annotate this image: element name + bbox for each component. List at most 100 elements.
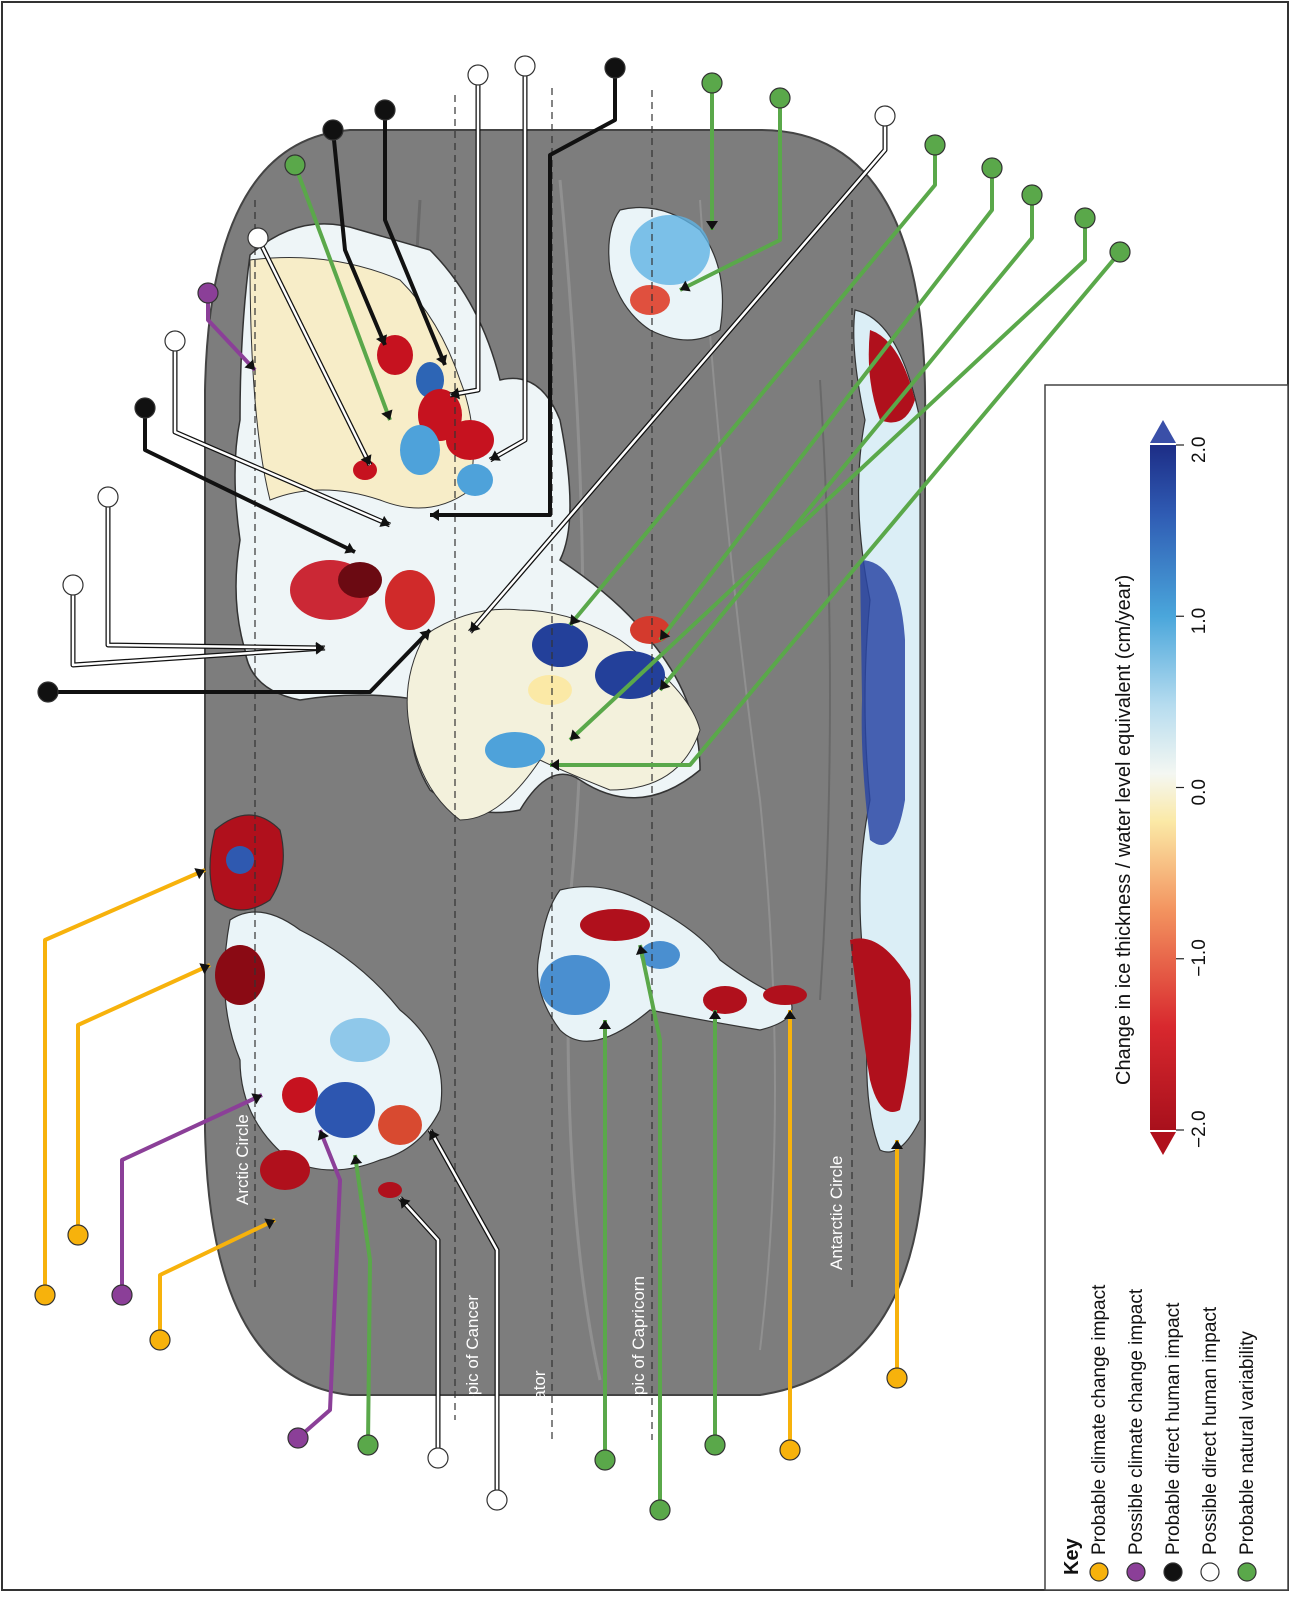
callout-arrowhead (450, 387, 460, 400)
callout-marker (197, 282, 219, 304)
callout-arrowhead (429, 1130, 440, 1141)
west-antarctica-loss (850, 938, 912, 1112)
callout-marker (1021, 184, 1043, 206)
callout-marker (287, 1427, 309, 1449)
callout-marker (486, 1489, 508, 1511)
callout-marker (37, 681, 59, 703)
callout-arrowhead (570, 614, 581, 625)
colorbar-tick-label: 1.0 (1189, 608, 1210, 634)
callout-line (568, 145, 937, 627)
callout-line (158, 1218, 276, 1340)
callout-line (568, 218, 1087, 742)
callout-arrowhead (470, 621, 481, 632)
callout-arrowhead (194, 868, 205, 880)
callout-marker (874, 105, 896, 127)
callout-arrowhead (251, 1093, 262, 1105)
callout-arrowhead (317, 1130, 329, 1141)
callout-line (120, 1093, 263, 1295)
callout-arrowhead (891, 1140, 903, 1149)
callout-marker (924, 134, 946, 156)
callout-arrowhead (419, 630, 430, 641)
callout-line (679, 98, 782, 292)
callout-arrowhead (244, 359, 255, 370)
callout-markers (34, 55, 1131, 1521)
callout-marker (1109, 241, 1131, 263)
key-label: Possible direct human impact (1200, 1306, 1221, 1555)
key-label: Probable natural variability (1237, 1331, 1258, 1555)
callout-line (296, 1129, 342, 1440)
arctic-circle-label: Arctic Circle (233, 1114, 252, 1205)
callout-marker (1074, 207, 1096, 229)
callout-line (293, 164, 392, 421)
callout-marker (779, 1439, 801, 1461)
callout-arrowhead (599, 1020, 611, 1029)
callout-marker (284, 154, 306, 176)
callout-line-inner (173, 341, 391, 527)
key-marker (1163, 1562, 1183, 1582)
key-items: Probable climate change impact Possible c… (1089, 1284, 1258, 1582)
key-marker (1200, 1562, 1220, 1582)
callout-marker (322, 119, 344, 141)
callout-line (43, 868, 206, 1295)
callout-marker (149, 1329, 171, 1351)
latitude-labels: Arctic Circle Tropic of Cancer Equator T… (233, 1114, 846, 1430)
callout-line (383, 110, 447, 366)
callout-line (638, 944, 662, 1510)
callout-line (76, 963, 211, 1235)
callout-arrowhead (550, 759, 559, 771)
key-label: Probable direct human impact (1163, 1302, 1184, 1555)
callout-line (143, 408, 356, 554)
callout-marker (514, 55, 536, 77)
callout-arrowhead (635, 945, 648, 956)
callout-line-inner (489, 66, 527, 462)
callout-marker (981, 157, 1003, 179)
colorbar-title: Change in ice thickness / water level eq… (1113, 575, 1135, 1085)
callout-line (353, 1154, 372, 1446)
callout-arrowhead (375, 334, 388, 345)
callout-marker (467, 64, 489, 86)
callout-line (430, 68, 617, 517)
callout-marker (34, 1284, 56, 1306)
callout-line (48, 628, 432, 694)
callout-marker (357, 1434, 379, 1456)
callout-marker (594, 1449, 616, 1471)
callout-marker (374, 99, 396, 121)
key-label: Probable climate change impact (1089, 1284, 1110, 1555)
callout-marker (886, 1367, 908, 1389)
east-antarctica-gain (860, 560, 905, 845)
antarctic-circle-label: Antarctic Circle (827, 1156, 846, 1270)
callout-marker (427, 1447, 449, 1469)
tropic-of-capricorn-label: Tropic of Capricorn (629, 1276, 648, 1420)
callout-marker (701, 72, 723, 94)
callout-marker (769, 87, 791, 109)
callout-arrowhead (570, 729, 581, 740)
legend-panel: Change in ice thickness / water level eq… (1044, 384, 1289, 1591)
callout-marker (62, 574, 84, 596)
callout-line-inner (399, 1197, 440, 1458)
key-marker (1126, 1562, 1146, 1582)
callout-line-inner (71, 585, 326, 667)
colorbar-high-arrow (1150, 420, 1176, 443)
callout-marker (649, 1499, 671, 1521)
callout-line-inner (449, 75, 480, 397)
callout-arrowhead (264, 1218, 275, 1230)
callout-arrowhead (400, 1198, 411, 1209)
colorbar-low-arrow (1150, 1132, 1176, 1155)
callout-arrowhead (379, 515, 390, 527)
callout-arrowhead (436, 354, 448, 365)
callout-line-inner (106, 497, 326, 650)
key-marker (1237, 1562, 1257, 1582)
callout-arrowhead (706, 221, 718, 230)
anomaly-patches (215, 215, 807, 1198)
colorbar-ticks: −2.0 −1.0 0.0 1.0 2.0 (1176, 437, 1210, 1148)
callout-arrowhead (784, 1010, 796, 1019)
colorbar-tick-label: 2.0 (1189, 437, 1210, 463)
callout-arrowhead (660, 679, 671, 690)
callout-arrowhead (709, 1010, 721, 1019)
world-map: Arctic Circle Tropic of Cancer Equator T… (204, 88, 927, 1440)
callout-arrowhead (360, 454, 372, 465)
callout-marker (604, 57, 626, 79)
colorbar-gradient (1150, 445, 1176, 1130)
callout-arrowhead (381, 409, 393, 420)
